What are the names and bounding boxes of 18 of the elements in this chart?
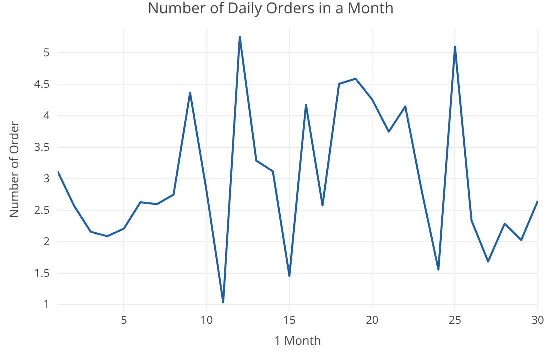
x-axis-title: 1 Month <box>274 332 322 350</box>
y-tick-label: 5 <box>44 45 50 60</box>
y-tick-label: 3 <box>44 171 50 186</box>
y-tick-label: 1.5 <box>34 266 50 281</box>
x-tick-label: 10 <box>200 313 214 328</box>
x-tick-label: 5 <box>120 313 128 328</box>
y-tick-label: 3.5 <box>34 140 50 155</box>
y-tick-label: 2.5 <box>34 202 50 218</box>
x-tick-label: 20 <box>366 313 379 328</box>
chart-title: Number of Daily Orders in a Month <box>148 0 394 18</box>
y-tick-label: 1 <box>44 297 50 312</box>
y-tick-label: 2 <box>44 234 50 250</box>
x-tick-label: 25 <box>448 313 462 328</box>
x-tick-label: 15 <box>283 313 296 328</box>
y-tick-label: 4.5 <box>34 76 50 92</box>
x-tick-label: 30 <box>532 313 544 328</box>
y-tick-label: 4 <box>44 108 51 124</box>
y-axis-title: Number of Order <box>6 121 23 218</box>
